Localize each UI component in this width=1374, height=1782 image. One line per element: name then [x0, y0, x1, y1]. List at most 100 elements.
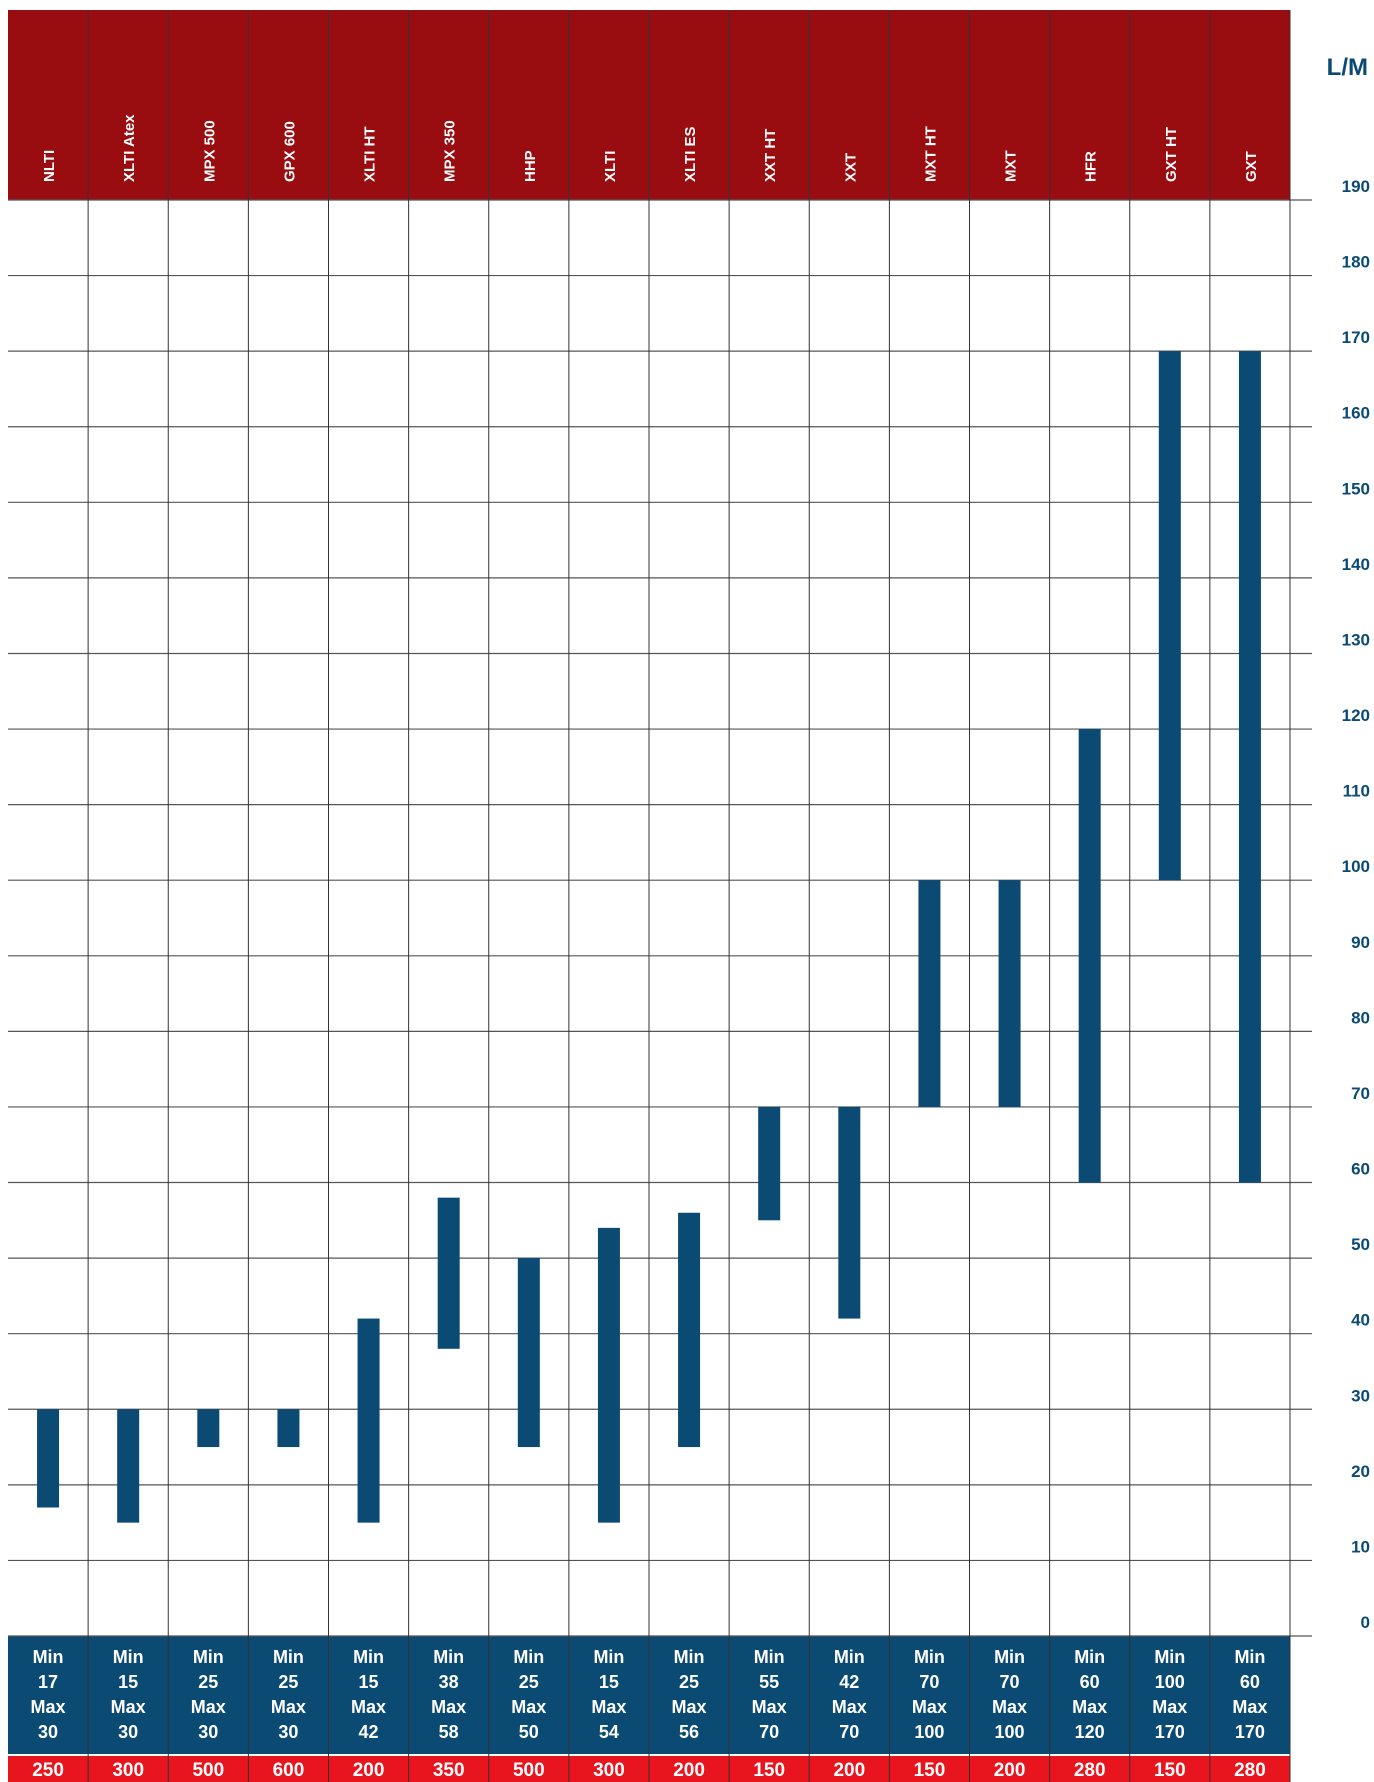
- y-tick-label: 130: [1342, 630, 1370, 649]
- stat-label: Min: [353, 1647, 384, 1667]
- category-label: XLTI: [602, 151, 619, 182]
- category-label: XLTI ES: [682, 126, 699, 182]
- y-tick-label: 20: [1351, 1462, 1370, 1481]
- bottom-value: 150: [753, 1760, 785, 1781]
- stat-value: 55: [759, 1672, 779, 1692]
- stat-value: 42: [839, 1672, 859, 1692]
- stat-value: 120: [1075, 1722, 1105, 1742]
- range-bar: [1078, 729, 1101, 1183]
- stat-value: 30: [278, 1722, 298, 1742]
- category-label: MPX 350: [442, 120, 459, 182]
- category-label: XLTI Atex: [121, 114, 138, 182]
- category-label: NLTI: [41, 150, 58, 182]
- stat-value: 100: [1155, 1672, 1185, 1692]
- bottom-value: 200: [833, 1760, 865, 1781]
- stat-value: 25: [278, 1672, 298, 1692]
- stat-value: 58: [439, 1722, 459, 1742]
- range-bar: [517, 1258, 540, 1448]
- stat-label: Min: [1154, 1647, 1185, 1667]
- range-bars: [37, 351, 1261, 1523]
- stat-label: Min: [914, 1647, 945, 1667]
- range-bar: [357, 1318, 380, 1523]
- stat-label: Min: [1234, 1647, 1265, 1667]
- range-bar: [998, 880, 1021, 1107]
- stat-value: 70: [1000, 1672, 1020, 1692]
- y-tick-label: 70: [1351, 1084, 1370, 1103]
- stat-value: 15: [118, 1672, 138, 1692]
- range-bar: [117, 1409, 140, 1523]
- stat-value: 17: [38, 1672, 58, 1692]
- category-label: MXT: [1003, 150, 1020, 182]
- bottom-value: 200: [994, 1760, 1026, 1781]
- stat-value: 100: [995, 1722, 1025, 1742]
- stat-value: 30: [38, 1722, 58, 1742]
- stat-value: 15: [359, 1672, 379, 1692]
- stat-value: 70: [919, 1672, 939, 1692]
- y-tick-label: 180: [1342, 253, 1370, 272]
- stat-label: Min: [754, 1647, 785, 1667]
- stat-value: 56: [679, 1722, 699, 1742]
- bottom-value: 280: [1234, 1760, 1266, 1781]
- stat-label: Max: [1072, 1697, 1107, 1717]
- stat-value: 100: [914, 1722, 944, 1742]
- stat-label: Max: [992, 1697, 1027, 1717]
- category-label: XXT HT: [762, 129, 779, 182]
- stat-value: 38: [439, 1672, 459, 1692]
- stat-label: Min: [193, 1647, 224, 1667]
- y-tick-label: 100: [1342, 857, 1370, 876]
- stat-label: Min: [113, 1647, 144, 1667]
- range-bar: [197, 1409, 220, 1448]
- bottom-value: 150: [1154, 1760, 1186, 1781]
- bottom-value: 300: [112, 1760, 144, 1781]
- stat-label: Min: [33, 1647, 64, 1667]
- category-label: GPX 600: [281, 121, 298, 182]
- stat-label: Max: [591, 1697, 626, 1717]
- grid-lines: [8, 10, 1312, 1782]
- stat-label: Max: [431, 1697, 466, 1717]
- stat-label: Min: [1074, 1647, 1105, 1667]
- range-bar: [597, 1227, 620, 1523]
- range-bar: [437, 1197, 460, 1349]
- y-tick-label: 0: [1361, 1613, 1370, 1632]
- bottom-value: 600: [273, 1760, 305, 1781]
- y-tick-label: 30: [1351, 1386, 1370, 1405]
- stat-value: 30: [118, 1722, 138, 1742]
- y-tick-label: 80: [1351, 1008, 1370, 1027]
- stat-label: Min: [513, 1647, 544, 1667]
- category-label: HHP: [522, 150, 539, 182]
- y-axis-ticks: 0 10 20 30 40 50 60 70 80 90 100 110 120 130 140 150 160…: [1342, 177, 1370, 1632]
- y-tick-label: 60: [1351, 1160, 1370, 1179]
- stat-value: 30: [198, 1722, 218, 1742]
- bottom-value: 250: [32, 1760, 64, 1781]
- stat-label: Max: [752, 1697, 787, 1717]
- stat-value: 170: [1155, 1722, 1185, 1742]
- bottom-value: 300: [593, 1760, 625, 1781]
- stat-label: Max: [31, 1697, 66, 1717]
- stat-label: Max: [271, 1697, 306, 1717]
- bottom-value: 150: [914, 1760, 946, 1781]
- stat-label: Max: [1232, 1697, 1267, 1717]
- range-bar: [678, 1212, 701, 1448]
- y-tick-label: 40: [1351, 1311, 1370, 1330]
- stat-label: Max: [111, 1697, 146, 1717]
- range-bar: [37, 1409, 60, 1508]
- y-tick-label: 150: [1342, 479, 1370, 498]
- bottom-value: 350: [433, 1760, 465, 1781]
- y-tick-label: 120: [1342, 706, 1370, 725]
- y-tick-label: 190: [1342, 177, 1370, 196]
- stat-label: Max: [351, 1697, 386, 1717]
- range-bar: [1158, 351, 1181, 881]
- stat-label: Min: [593, 1647, 624, 1667]
- category-label: MXT HT: [922, 126, 939, 182]
- stat-label: Max: [912, 1697, 947, 1717]
- category-label: XLTI HT: [362, 126, 379, 182]
- stat-value: 50: [519, 1722, 539, 1742]
- header-labels: NLTI XLTI Atex MPX 500 GPX 600 XLTI HT MPX 35…: [41, 114, 1260, 182]
- y-axis-unit: L/M: [1327, 54, 1368, 81]
- category-label: GXT HT: [1163, 127, 1180, 182]
- stat-value: 60: [1080, 1672, 1100, 1692]
- category-label: HFR: [1083, 151, 1100, 182]
- stat-label: Max: [191, 1697, 226, 1717]
- range-bar: [1238, 351, 1261, 1183]
